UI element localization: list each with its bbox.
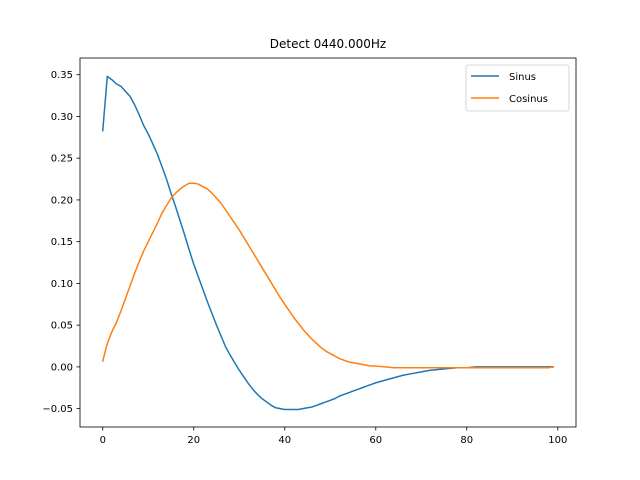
x-tick-label: 100 (548, 435, 567, 446)
axes-frame (79, 57, 577, 428)
chart-title: Detect 0440.000Hz (270, 37, 386, 51)
axes: 0 20 40 60 80 100 −0.05 0.00 0.05 0.10 0.15 0.20 0.2… (42, 57, 577, 446)
series-line-sinus (101, 75, 554, 411)
x-tick-label: 0 (100, 435, 106, 446)
y-tick-label: 0.20 (51, 195, 73, 206)
y-tick-label: 0.35 (51, 70, 73, 81)
y-tick-label: 0.00 (51, 362, 73, 373)
plot-area (101, 75, 555, 411)
x-tick-label: 80 (460, 435, 473, 446)
legend: Sinus Cosinus (465, 64, 570, 112)
y-tick-label: 0.25 (51, 154, 73, 165)
x-tick-label: 20 (187, 435, 200, 446)
y-tick-label: 0.10 (51, 279, 73, 290)
series-line-cosinus (101, 182, 555, 369)
x-tick-label: 40 (278, 435, 291, 446)
y-tick-label: 0.15 (51, 237, 73, 248)
y-tick-label: 0.05 (51, 321, 73, 332)
legend-label-cosinus: Cosinus (509, 94, 548, 105)
legend-label-sinus: Sinus (509, 72, 536, 83)
y-tick-label: −0.05 (42, 404, 73, 415)
x-tick-label: 60 (369, 435, 382, 446)
y-tick-label: 0.30 (51, 112, 73, 123)
